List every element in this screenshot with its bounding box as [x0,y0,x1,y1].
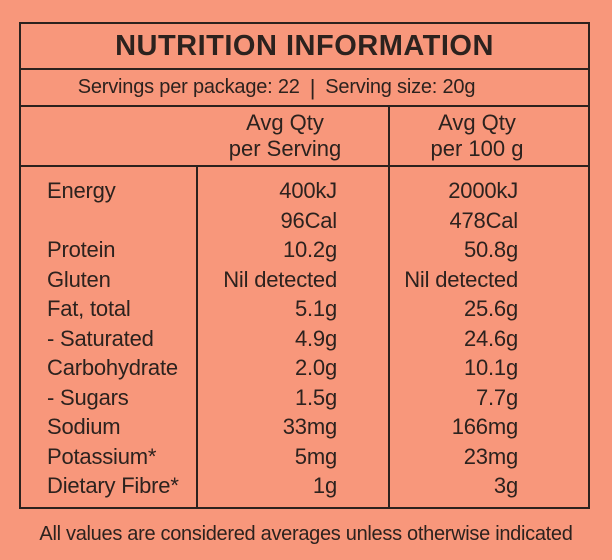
per-100g-column: 2000kJ 478Cal 50.8g Nil detected 25.6g 2… [390,167,588,507]
value-per-serving: 5.1g [294,296,337,321]
nutrient-labels-column: Energy Protein Gluten Fat, total - Satur… [21,167,198,507]
value-per-100g: Nil detected [404,266,518,292]
nutrient-label: Carbohydrate [47,355,178,380]
nutrition-body: Energy Protein Gluten Fat, total - Satur… [21,167,588,507]
value-per-serving: 10.2g [282,237,337,262]
value-per-100g: 166mg [451,414,518,439]
separator-pipe: | [309,74,316,100]
nutrient-label: Gluten [47,266,111,292]
column-header-per-serving: Avg Qty per Serving [198,107,390,165]
value-per-serving: 400kJ [279,178,337,203]
per-100g-label: per 100 g [430,136,524,161]
nutrient-label [47,206,196,236]
value-per-100g: 2000kJ [448,178,518,203]
per-serving-column: 400kJ 96Cal 10.2g Nil detected 5.1g 4.9g… [198,167,390,507]
per-serving-label: per Serving [228,136,342,161]
nutrient-label: Potassium* [47,443,157,469]
nutrient-label: - Sugars [47,384,129,410]
servings-per-package: Servings per package: 22 [77,76,300,98]
value-per-100g: 25.6g [463,296,518,321]
avg-qty-label: Avg Qty [438,110,516,135]
value-per-serving: 4.9g [294,325,337,351]
nutrient-label: Dietary Fibre* [47,473,179,498]
nutrient-label: Energy [47,178,116,203]
column-headers-row: Avg Qty per Serving Avg Qty per 100 g [21,107,588,167]
panel-title: NUTRITION INFORMATION [21,24,588,70]
value-per-serving: 96Cal [280,207,338,233]
value-per-serving: 1g [312,473,337,498]
column-header-per-100g: Avg Qty per 100 g [390,107,588,165]
value-per-100g: 7.7g [475,384,518,410]
value-per-serving: Nil detected [223,266,337,292]
footnote: All values are considered averages unles… [39,523,573,545]
nutrient-label: Sodium [47,414,121,439]
value-per-100g: 50.8g [463,237,518,262]
avg-qty-label: Avg Qty [246,110,324,135]
value-per-100g: 10.1g [463,355,518,380]
value-per-100g: 24.6g [463,325,518,351]
value-per-serving: 2.0g [294,355,337,380]
nutrient-label: Protein [47,237,116,262]
value-per-100g: 3g [493,473,518,498]
serving-size: Serving size: 20g [325,76,476,98]
servings-line: Servings per package: 22 | Serving size:… [21,70,588,107]
value-per-100g: 23mg [463,443,518,469]
value-per-serving: 5mg [294,443,337,469]
value-per-serving: 1.5g [294,384,337,410]
nutrition-table: NUTRITION INFORMATION Servings per packa… [19,22,590,509]
nutrient-label: Fat, total [47,296,131,321]
nutrient-label: - Saturated [47,325,154,351]
value-per-100g: 478Cal [449,207,518,233]
header-spacer [21,107,198,165]
value-per-serving: 33mg [282,414,337,439]
